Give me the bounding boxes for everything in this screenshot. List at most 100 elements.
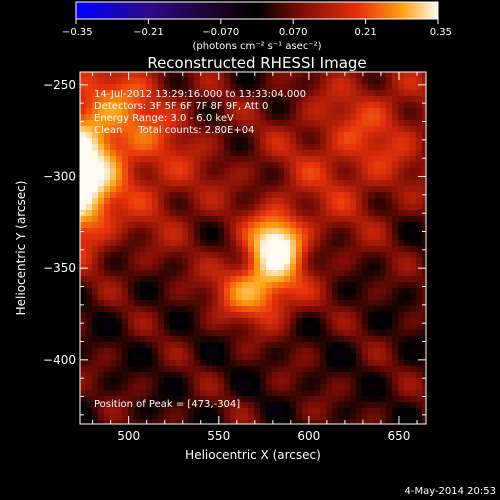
heatmap-cell (362, 252, 369, 259)
heatmap-cell (398, 246, 405, 253)
heatmap-cell (296, 390, 303, 397)
heatmap-cell (260, 258, 267, 265)
heatmap-cell (98, 288, 105, 295)
heatmap-cell (194, 168, 201, 175)
heatmap-cell (110, 126, 117, 133)
heatmap-cell (362, 312, 369, 319)
heatmap-cell (152, 108, 159, 115)
heatmap-cell (338, 240, 345, 247)
heatmap-cell (236, 78, 243, 85)
heatmap-cell (356, 228, 363, 235)
heatmap-cell (254, 156, 261, 163)
heatmap-cell (194, 210, 201, 217)
heatmap-cell (314, 318, 321, 325)
heatmap-cell (308, 216, 315, 223)
heatmap-cell (338, 96, 345, 103)
heatmap-cell (140, 330, 147, 337)
heatmap-cell (152, 354, 159, 361)
heatmap-cell (332, 132, 339, 139)
heatmap-cell (326, 234, 333, 241)
heatmap-cell (116, 366, 123, 373)
heatmap-cell (164, 246, 171, 253)
heatmap-cell (236, 324, 243, 331)
heatmap-cell (422, 120, 426, 127)
heatmap-cell (290, 102, 297, 109)
heatmap-cell (242, 408, 249, 415)
heatmap-cell (410, 150, 417, 157)
heatmap-cell (122, 78, 129, 85)
heatmap-cell (266, 186, 273, 193)
heatmap-cell (146, 306, 153, 313)
heatmap-cell (92, 192, 99, 199)
heatmap-cell (320, 90, 327, 97)
heatmap-cell (170, 342, 177, 349)
heatmap-cell (314, 216, 321, 223)
heatmap-cell (170, 384, 177, 391)
heatmap-cell (344, 264, 351, 271)
heatmap-cell (392, 306, 399, 313)
heatmap-cell (332, 342, 339, 349)
heatmap-cell (416, 330, 423, 337)
heatmap-cell (122, 342, 129, 349)
heatmap-cell (80, 114, 87, 121)
heatmap-cell (356, 258, 363, 265)
heatmap-cell (188, 330, 195, 337)
heatmap-cell (182, 336, 189, 343)
heatmap-cell (344, 210, 351, 217)
heatmap-cell (212, 396, 219, 403)
heatmap-cell (350, 228, 357, 235)
heatmap-cell (122, 204, 129, 211)
heatmap-cell (92, 252, 99, 259)
heatmap-cell (248, 246, 255, 253)
heatmap-cell (230, 420, 237, 424)
heatmap-cell (248, 372, 255, 379)
heatmap-cell (320, 324, 327, 331)
heatmap-cell (368, 228, 375, 235)
heatmap-cell (230, 126, 237, 133)
heatmap-cell (140, 144, 147, 151)
heatmap-cell (170, 234, 177, 241)
heatmap-cell (248, 252, 255, 259)
heatmap-cell (284, 84, 291, 91)
heatmap-cell (338, 300, 345, 307)
heatmap-cell (104, 72, 111, 79)
heatmap-cell (320, 354, 327, 361)
heatmap-cell (152, 84, 159, 91)
heatmap-cell (338, 102, 345, 109)
heatmap-cell (254, 264, 261, 271)
heatmap-cell (98, 318, 105, 325)
heatmap-cell (206, 372, 213, 379)
heatmap-cell (308, 282, 315, 289)
heatmap-cell (242, 342, 249, 349)
heatmap-cell (356, 360, 363, 367)
heatmap-cell (86, 366, 93, 373)
heatmap-cell (278, 234, 285, 241)
heatmap-cell (152, 132, 159, 139)
heatmap-cell (326, 216, 333, 223)
heatmap-cell (308, 72, 315, 79)
heatmap-cell (386, 258, 393, 265)
heatmap-cell (128, 120, 135, 127)
heatmap-cell (80, 372, 87, 379)
heatmap-cell (98, 216, 105, 223)
heatmap-cell (98, 78, 105, 85)
heatmap-cell (374, 228, 381, 235)
heatmap-cell (338, 120, 345, 127)
heatmap-cell (392, 312, 399, 319)
heatmap-cell (296, 300, 303, 307)
heatmap-cell (296, 216, 303, 223)
heatmap-cell (386, 216, 393, 223)
heatmap-cell (98, 162, 105, 169)
heatmap-cell (362, 108, 369, 115)
heatmap-cell (416, 372, 423, 379)
heatmap-cell (134, 270, 141, 277)
heatmap-cell (224, 372, 231, 379)
heatmap-cell (236, 342, 243, 349)
heatmap-cell (146, 72, 153, 79)
heatmap-cell (284, 138, 291, 145)
heatmap-cell (158, 384, 165, 391)
heatmap-cell (242, 276, 249, 283)
heatmap-cell (122, 396, 129, 403)
heatmap-cell (164, 72, 171, 79)
heatmap-cell (230, 366, 237, 373)
